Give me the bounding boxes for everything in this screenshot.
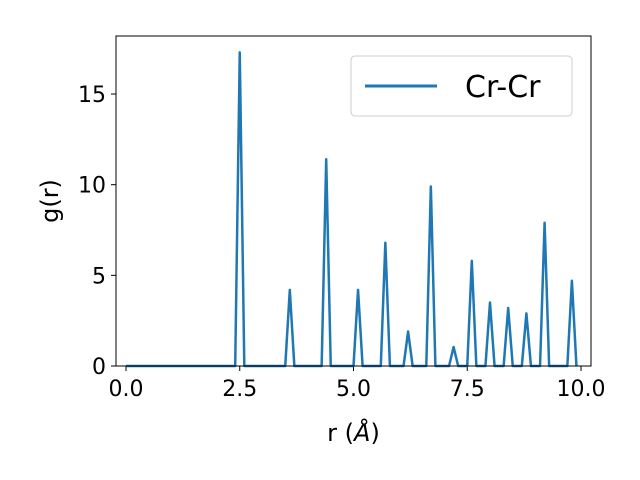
y-tick-label: 10 [78,174,106,199]
plot-frame [115,35,592,367]
x-axis-label: r (Å) [327,418,380,447]
x-tick-label: 5.0 [336,377,371,402]
x-axis-label-prefix: r ( [327,419,354,447]
x-tick-label: 7.5 [450,377,485,402]
x-tick-label: 10.0 [556,377,605,402]
legend-box [350,55,573,117]
y-tick-label: 0 [92,355,106,380]
legend-label-cr-cr: Cr-Cr [465,70,541,105]
x-tick-label: 2.5 [222,377,257,402]
y-axis-label: g(r) [36,179,64,223]
x-axis-label-unit: Å [352,418,370,447]
legend: Cr-Cr [350,55,573,117]
y-tick-label: 15 [78,83,106,108]
x-tick-label: 0.0 [109,377,144,402]
x-axis-ticks: 0.0 2.5 5.0 7.5 10.0 [109,366,605,402]
y-axis-ticks: 0 5 10 15 [78,83,116,380]
x-axis-label-suffix: ) [370,419,379,447]
y-tick-label: 5 [92,264,106,289]
